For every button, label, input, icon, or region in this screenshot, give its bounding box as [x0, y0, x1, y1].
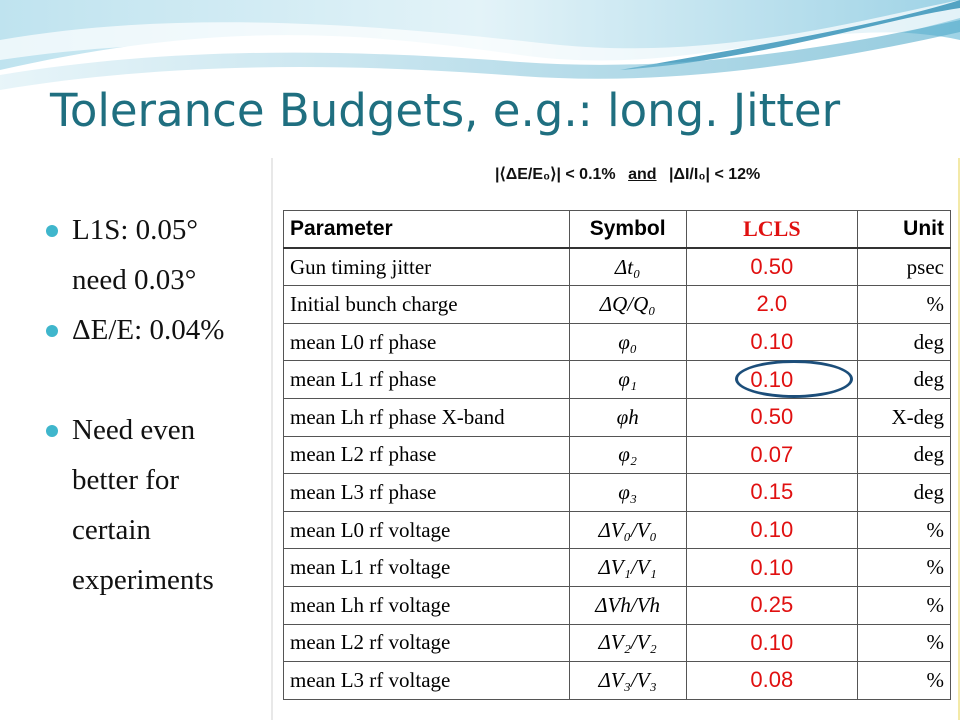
bullet-line: experiments: [72, 564, 214, 596]
condition-and: and: [628, 166, 657, 183]
cell-parameter: mean L0 rf voltage: [283, 510, 570, 550]
cell-parameter: mean L2 rf phase: [283, 435, 570, 475]
cell-unit: %: [857, 548, 951, 587]
cell-parameter: mean L1 rf phase: [283, 360, 570, 399]
condition-current: |ΔI/I₀| < 12%: [669, 166, 761, 183]
panel-edge-bar: [958, 158, 960, 720]
header-lcls: LCLS: [685, 210, 859, 249]
header-wave-decoration: [0, 0, 960, 90]
table-row: mean L3 rf phase φ₃ 0.15 deg: [283, 473, 951, 512]
bullet-line: better for: [72, 464, 180, 496]
bullet-item: ΔE/E: 0.04%: [40, 305, 280, 355]
cell-unit: %: [857, 585, 951, 625]
table-row: Initial bunch charge ΔQ/Q₀ 2.0 %: [283, 285, 951, 324]
cell-unit: deg: [857, 473, 951, 512]
bullet-line: certain: [72, 514, 151, 546]
slide-title: Tolerance Budgets, e.g.: long. Jitter: [50, 84, 841, 137]
table-row: mean L2 rf phase φ₂ 0.07 deg: [283, 435, 951, 475]
table-row: mean L1 rf voltage ΔV₁/V₁ 0.10 %: [283, 548, 951, 587]
cell-symbol: ΔV₂/V₂: [568, 623, 687, 663]
cell-parameter: Initial bunch charge: [283, 285, 570, 324]
cell-unit: deg: [857, 360, 951, 399]
cell-symbol: φh: [568, 397, 687, 437]
cell-symbol: φ₀: [568, 322, 687, 362]
bullet-list: L1S: 0.05° need 0.03° ΔE/E: 0.04% Need e…: [40, 205, 280, 605]
header-unit: Unit: [857, 210, 951, 249]
cell-unit: %: [857, 510, 951, 550]
table-row: mean L0 rf phase φ₀ 0.10 deg: [283, 322, 951, 362]
table-header-row: Parameter Symbol LCLS Unit: [283, 210, 951, 249]
cell-lcls: 0.10: [685, 322, 859, 362]
cell-lcls: 0.10: [685, 510, 859, 550]
cell-parameter: mean L3 rf voltage: [283, 661, 570, 700]
cell-symbol: ΔV₁/V₁: [568, 548, 687, 587]
bullet-item: Need even better for certain experiments: [40, 405, 280, 605]
bullet-line: L1S: 0.05°: [72, 214, 198, 246]
cell-unit: deg: [857, 322, 951, 362]
cell-symbol: ΔQ/Q₀: [568, 285, 687, 324]
table-row: mean Lh rf voltage ΔVh/Vh 0.25 %: [283, 585, 951, 625]
header-symbol: Symbol: [568, 210, 687, 249]
cell-lcls: 0.25: [685, 585, 859, 625]
condition-energy: |⟨ΔE/E₀⟩| < 0.1%: [495, 166, 616, 183]
cell-symbol: φ₂: [568, 435, 687, 475]
cell-parameter: mean L3 rf phase: [283, 473, 570, 512]
header-parameter: Parameter: [283, 210, 570, 249]
cell-lcls: 0.50: [685, 397, 859, 437]
cell-unit: %: [857, 285, 951, 324]
table-row: mean L0 rf voltage ΔV₀/V₀ 0.10 %: [283, 510, 951, 550]
bullet-line: need 0.03°: [72, 264, 197, 296]
cell-lcls: 0.10: [685, 548, 859, 587]
bullet-dot-icon: [46, 325, 58, 337]
table-row: mean L2 rf voltage ΔV₂/V₂ 0.10 %: [283, 623, 951, 663]
cell-lcls: 2.0: [685, 285, 859, 324]
cell-parameter: Gun timing jitter: [283, 247, 570, 287]
table-row: mean Lh rf phase X-band φh 0.50 X-deg: [283, 397, 951, 437]
cell-lcls: 0.08: [685, 661, 859, 700]
cell-lcls: 0.50: [685, 247, 859, 287]
cell-lcls: 0.10: [685, 623, 859, 663]
cell-unit: X-deg: [857, 397, 951, 437]
cell-symbol: ΔV₃/V₃: [568, 661, 687, 700]
cell-symbol: φ₁: [568, 360, 687, 399]
cell-parameter: mean Lh rf voltage: [283, 585, 570, 625]
bullet-line: Need even: [72, 414, 196, 446]
bullet-line: ΔE/E: 0.04%: [72, 314, 225, 346]
cell-parameter: mean L2 rf voltage: [283, 623, 570, 663]
tolerance-table: Parameter Symbol LCLS Unit Gun timing ji…: [283, 210, 951, 700]
cell-unit: psec: [857, 247, 951, 287]
tolerance-table-panel: |⟨ΔE/E₀⟩| < 0.1% and |ΔI/I₀| < 12% Param…: [271, 158, 960, 720]
bullet-dot-icon: [46, 425, 58, 437]
cell-symbol: ΔV₀/V₀: [568, 510, 687, 550]
table-row: mean L1 rf phase φ₁ 0.10 deg: [283, 360, 951, 399]
cell-symbol: Δt₀: [568, 247, 687, 287]
cell-lcls: 0.07: [685, 435, 859, 475]
bullet-item: L1S: 0.05° need 0.03°: [40, 205, 280, 305]
cell-symbol: ΔVh/Vh: [568, 585, 687, 625]
table-row: mean L3 rf voltage ΔV₃/V₃ 0.08 %: [283, 661, 951, 700]
cell-parameter: mean L1 rf voltage: [283, 548, 570, 587]
bullet-dot-icon: [46, 225, 58, 237]
cell-unit: %: [857, 661, 951, 700]
cell-unit: deg: [857, 435, 951, 475]
cell-lcls-highlighted: 0.10: [685, 360, 859, 399]
cell-symbol: φ₃: [568, 473, 687, 512]
tolerance-condition: |⟨ΔE/E₀⟩| < 0.1% and |ΔI/I₀| < 12%: [495, 164, 760, 184]
table-row: Gun timing jitter Δt₀ 0.50 psec: [283, 247, 951, 287]
cell-parameter: mean L0 rf phase: [283, 322, 570, 362]
cell-parameter: mean Lh rf phase X-band: [283, 397, 570, 437]
cell-unit: %: [857, 623, 951, 663]
cell-lcls: 0.15: [685, 473, 859, 512]
